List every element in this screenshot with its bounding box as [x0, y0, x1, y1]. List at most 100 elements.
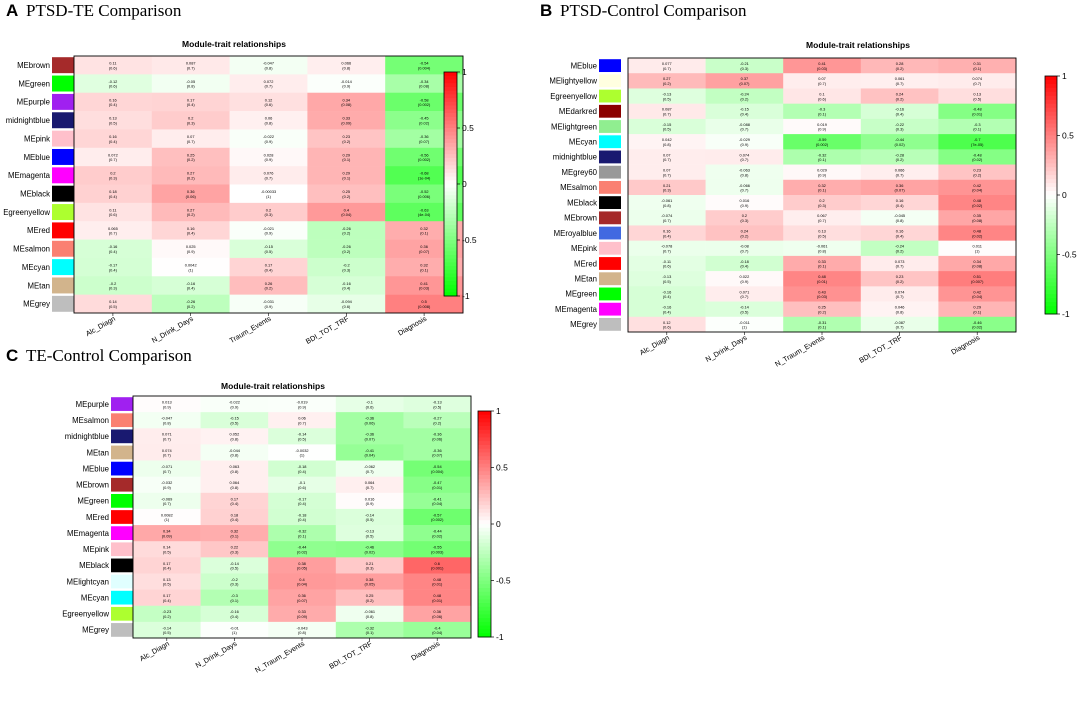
cell-correlation: 0.022 — [740, 274, 750, 279]
column-label: Diagnosis — [949, 333, 981, 357]
cell-correlation: 0.48 — [433, 577, 441, 582]
heatmap-cell — [860, 164, 939, 181]
cell-correlation: 0.27 — [187, 171, 195, 176]
cell-pvalue: (0.5) — [663, 279, 672, 284]
heatmap-cell — [200, 412, 269, 429]
cell-pvalue: (0.5) — [109, 304, 118, 309]
colorbar-segment — [1045, 238, 1057, 243]
cell-pvalue: (0.2) — [433, 420, 442, 425]
cell-correlation: -0.031 — [263, 299, 274, 304]
heatmap-row: MEgrey 0.14(0.5) -0.26(0.2) -0.031(0.9) -0.0… — [23, 294, 464, 314]
colorbar-segment — [1045, 107, 1057, 113]
cell-correlation: 0.33 — [818, 259, 826, 264]
cell-pvalue: (1) — [188, 267, 193, 272]
cell-pvalue: (0.6) — [342, 304, 351, 309]
cell-pvalue: (0.02) — [297, 549, 308, 554]
module-color-swatch — [111, 542, 133, 557]
heatmap-cell — [74, 92, 153, 112]
cell-pvalue: (0.4) — [109, 139, 118, 144]
cell-pvalue: (0.01) — [972, 111, 983, 116]
cell-pvalue: (0.07) — [739, 81, 750, 86]
cell-pvalue: (0.7) — [366, 485, 375, 490]
heatmap-cell — [403, 557, 472, 574]
heatmap-row: MEdarkred 0.087(0.7)-0.15(0.4)-0.3(0.1)-0… — [559, 103, 1017, 120]
heatmap-cell — [403, 476, 472, 494]
heatmap-cell — [307, 92, 386, 112]
cell-correlation: 0.43 — [818, 289, 826, 294]
colorbar-segment — [1045, 79, 1057, 85]
colorbar-segment — [1045, 115, 1057, 121]
cell-pvalue: (0.4) — [740, 264, 749, 269]
heatmap-cell — [705, 73, 784, 89]
colorbar-segment — [478, 418, 491, 423]
colorbar-segment — [1045, 302, 1057, 307]
heatmap-cell — [783, 164, 862, 181]
cell-correlation: 0.073 — [895, 259, 905, 264]
colorbar-segment — [444, 72, 457, 77]
heatmap-row: MEcyan -0.17(0.4)0.0042(1)0.17(0.4)-0.2(0… — [22, 257, 464, 277]
row-label: midnightblue — [553, 153, 597, 162]
heatmap-row: MEpink 0.14(0.5)0.22(0.3)-0.44(0.02)-0.46… — [83, 541, 472, 558]
cell-correlation: -0.074 — [661, 213, 673, 218]
colorbar-segment — [444, 161, 457, 166]
colorbar-segment — [478, 463, 491, 468]
colorbar-segment — [1045, 147, 1057, 152]
heatmap-cell — [133, 476, 201, 494]
colorbar-segment — [444, 191, 457, 196]
heatmap-row: Egreenyellow -0.13(0.5)-0.24(0.2)0.1(0.6)… — [550, 88, 1017, 104]
cell-correlation: 0.061 — [895, 76, 905, 81]
colorbar-segment — [1045, 254, 1057, 259]
heatmap-cell — [403, 444, 472, 461]
colorbar-segment — [478, 478, 491, 483]
cell-pvalue: (0.002) — [431, 517, 444, 522]
cell-correlation: 0.32 — [818, 183, 826, 188]
colorbar-segment — [478, 471, 491, 476]
heatmap-cell — [307, 257, 386, 277]
cell-correlation: -0.17 — [298, 496, 307, 501]
module-color-swatch — [52, 240, 74, 257]
heatmap-row: MEbrown -0.032(0.9)0.064(0.8)-0.1(0.6)0.0… — [76, 476, 472, 494]
cell-correlation: -0.022 — [229, 399, 240, 404]
cell-correlation: -0.087 — [894, 320, 905, 325]
cell-correlation: 0.066 — [341, 61, 351, 66]
cell-correlation: 0.06 — [298, 416, 306, 421]
cell-pvalue: (0.7) — [818, 81, 827, 86]
cell-pvalue: (0.04) — [432, 501, 443, 506]
row-label: MEblue — [571, 61, 597, 70]
cell-pvalue: (1) — [300, 453, 305, 458]
colorbar-segment — [478, 546, 491, 551]
cell-pvalue: (0.08) — [419, 84, 430, 89]
cell-pvalue: (0.08) — [341, 102, 352, 107]
heatmap-cell — [705, 88, 784, 104]
cell-correlation: 0.29 — [973, 305, 981, 310]
colorbar-segment — [444, 292, 457, 297]
colorbar-segment — [1045, 310, 1057, 315]
colorbar-segment — [478, 411, 491, 416]
cell-pvalue: (0.002) — [418, 102, 431, 107]
colorbar-segment — [478, 625, 491, 630]
heatmap-cell — [151, 239, 230, 259]
cell-pvalue: (0.5) — [163, 630, 172, 635]
heatmap-cell — [229, 276, 308, 295]
cell-correlation: 0.063 — [230, 464, 240, 469]
heatmap-cell — [628, 240, 706, 257]
colorbar-segment — [444, 101, 457, 106]
colorbar-segment — [1045, 246, 1057, 251]
module-color-swatch — [111, 510, 133, 524]
cell-correlation: -0.36 — [433, 432, 442, 437]
cell-pvalue: (0.02) — [419, 120, 430, 125]
colorbar-segment — [478, 629, 491, 634]
module-color-swatch — [599, 241, 621, 255]
row-label: MEpurple — [17, 98, 50, 107]
colorbar-segment — [444, 139, 457, 144]
cell-pvalue: (0.8) — [740, 172, 749, 177]
cell-pvalue: (0.9) — [740, 142, 749, 147]
heatmap-cell — [860, 255, 939, 272]
cell-pvalue: (0.3) — [740, 218, 749, 223]
heatmap-cell — [403, 508, 472, 526]
heatmap-cell — [403, 541, 472, 558]
colorbar-segment — [444, 240, 457, 245]
heatmap-row: MEblue 0.072(0.7)0.25(0.2)0.028(0.9)0.29(… — [24, 147, 464, 167]
colorbar-segment — [444, 165, 457, 170]
cell-pvalue: (0.1) — [818, 264, 827, 269]
